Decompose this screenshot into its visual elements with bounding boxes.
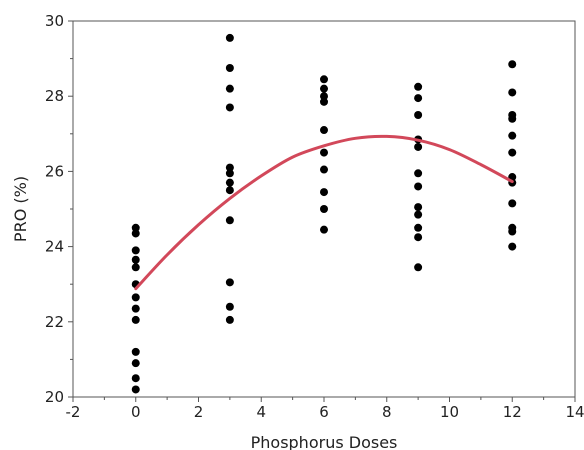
data-point (225, 315, 234, 324)
data-point (414, 233, 423, 242)
data-point (131, 229, 140, 238)
x-tick-label: 14 (565, 403, 584, 421)
data-point (508, 227, 517, 236)
data-point (131, 315, 140, 324)
data-point (225, 103, 234, 112)
data-point (131, 293, 140, 302)
y-axis-title: PRO (%) (11, 176, 30, 242)
x-tick-label: 8 (382, 403, 392, 421)
data-point (508, 114, 517, 123)
x-tick-label: 2 (194, 403, 204, 421)
data-point (320, 126, 328, 135)
data-point (225, 302, 234, 311)
data-point (225, 163, 234, 172)
data-point (414, 94, 423, 103)
data-point (508, 242, 517, 251)
fit-curve-group (134, 134, 514, 291)
y-tick-label: 22 (45, 313, 64, 331)
data-point (225, 169, 234, 178)
y-tick-label: 30 (45, 12, 64, 30)
x-tick-label: 12 (503, 403, 522, 421)
x-tick-label: 0 (131, 403, 141, 421)
data-point (320, 92, 328, 101)
data-point (225, 186, 234, 195)
data-point (131, 263, 140, 272)
data-point (414, 263, 423, 272)
data-point (414, 169, 423, 178)
y-tick-label: 20 (45, 388, 64, 406)
data-points (131, 33, 517, 394)
data-point (414, 82, 423, 91)
y-tick-label: 26 (45, 162, 64, 180)
data-point (320, 205, 328, 213)
data-point (320, 225, 328, 234)
data-point (131, 223, 140, 232)
y-tick-label: 24 (45, 238, 64, 256)
data-point (131, 347, 140, 356)
data-point (225, 84, 234, 93)
data-point (508, 88, 517, 97)
data-point (320, 75, 328, 84)
data-point (131, 385, 140, 394)
data-point (131, 359, 140, 368)
data-point (414, 142, 423, 151)
x-tick-label: -2 (66, 403, 81, 421)
data-point (131, 374, 140, 383)
data-point (225, 178, 234, 187)
data-point (320, 97, 328, 106)
data-point (414, 182, 423, 191)
data-point (225, 33, 234, 42)
x-tick-label: 10 (440, 403, 459, 421)
data-point (414, 223, 423, 232)
data-point (225, 216, 234, 225)
data-point (225, 64, 234, 72)
data-point (320, 84, 328, 93)
x-tick-label: 4 (256, 403, 266, 421)
data-point (320, 188, 328, 197)
data-point (131, 304, 140, 313)
data-point (131, 255, 140, 264)
y-tick-label: 28 (45, 87, 64, 105)
data-point (508, 60, 517, 69)
data-point (414, 111, 423, 119)
data-point (131, 246, 140, 255)
x-tick-label: 6 (319, 403, 329, 421)
fit-curve (134, 134, 514, 291)
data-point (508, 148, 517, 157)
data-point (320, 148, 328, 157)
x-axis-title: Phosphorus Doses (251, 433, 398, 450)
data-point (320, 165, 328, 174)
data-point (508, 199, 517, 208)
data-point (508, 131, 517, 140)
data-point (225, 278, 234, 287)
data-point (414, 203, 423, 212)
data-point (414, 210, 423, 219)
